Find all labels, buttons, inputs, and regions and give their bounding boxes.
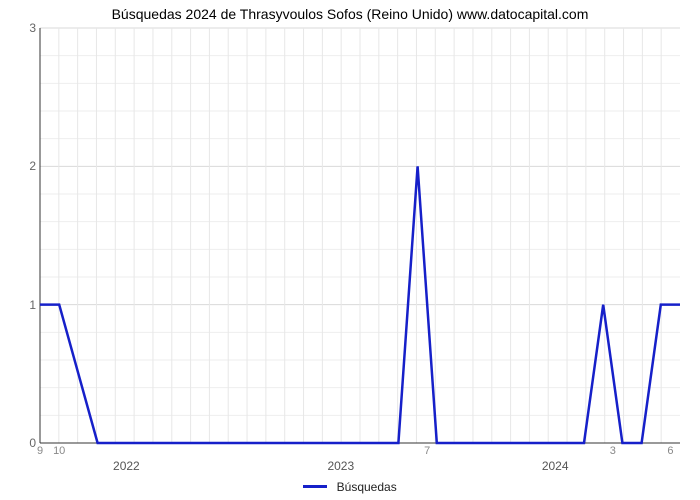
- legend-label: Búsquedas: [337, 480, 397, 494]
- x-tick-major-label: 2024: [542, 459, 569, 473]
- series-layer: [40, 28, 680, 443]
- x-tick-major-label: 2023: [327, 459, 354, 473]
- x-tick-minor-label: 6: [667, 445, 673, 457]
- plot-area: [40, 28, 680, 443]
- x-tick-minor-label: 10: [53, 445, 65, 457]
- x-tick-minor-label: 9: [37, 445, 43, 457]
- y-tick-label: 1: [6, 298, 36, 312]
- chart-container: Búsquedas 2024 de Thrasyvoulos Sofos (Re…: [0, 0, 700, 500]
- legend: Búsquedas: [0, 480, 700, 494]
- series-line: [40, 166, 680, 443]
- x-tick-minor-label: 7: [424, 445, 430, 457]
- x-tick-minor-label: 3: [610, 445, 616, 457]
- x-tick-major-label: 2022: [113, 459, 140, 473]
- y-tick-label: 0: [6, 436, 36, 450]
- y-tick-label: 3: [6, 21, 36, 35]
- y-tick-label: 2: [6, 159, 36, 173]
- chart-title: Búsquedas 2024 de Thrasyvoulos Sofos (Re…: [0, 6, 700, 22]
- legend-swatch: [303, 485, 327, 488]
